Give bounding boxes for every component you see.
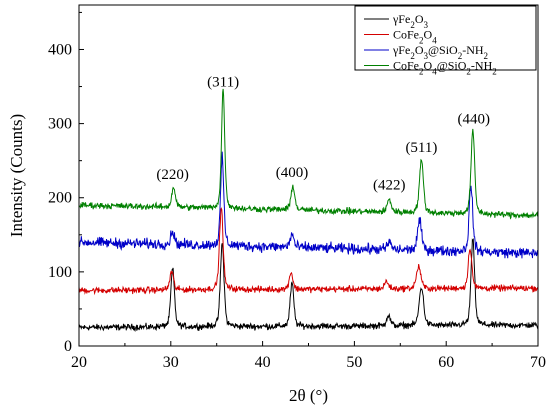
legend-label: CoFe2O4@SiO2-NH2 [393,59,497,77]
x-axis-title: 2θ (°) [289,386,328,405]
legend-label: γFe2O3 [392,12,428,30]
x-tick-label: 30 [163,354,179,371]
y-tick-label: 300 [48,116,72,133]
y-tick-label: 400 [48,41,72,58]
legend: γFe2O3CoFe2O4γFe2O3@SiO2-NH2CoFe2O4@SiO2… [354,5,537,77]
series-layer [78,88,539,332]
series-line-1 [78,207,539,296]
x-tick-label: 40 [255,354,271,371]
y-tick-label: 100 [48,264,72,281]
legend-label: γFe2O3@SiO2-NH2 [392,43,488,61]
legend-label: CoFe2O4 [393,28,437,46]
peak-label: (440) [457,112,490,128]
legend-box [354,5,537,71]
y-tick-label: 0 [64,338,72,355]
peak-label: (400) [276,165,309,181]
peak-label: (422) [373,178,406,194]
axis-ticks: 20 30 40 50 60 70 0 100 200 300 400 [48,11,546,371]
series-line-0 [78,237,539,332]
peak-label: (311) [207,75,239,91]
x-tick-label: 70 [530,354,546,371]
x-tick-label: 20 [71,354,87,371]
peak-label: (511) [405,140,437,156]
y-axis-title: Intensity (Counts) [7,114,26,237]
series-line-2 [78,151,539,259]
x-tick-label: 60 [438,354,454,371]
y-tick-label: 200 [48,190,72,207]
peak-annotations: (220) (311) (400) (422) (511) (440) [156,75,490,194]
x-tick-label: 50 [346,354,362,371]
peak-label: (220) [156,167,189,183]
series-line-3 [78,88,539,220]
